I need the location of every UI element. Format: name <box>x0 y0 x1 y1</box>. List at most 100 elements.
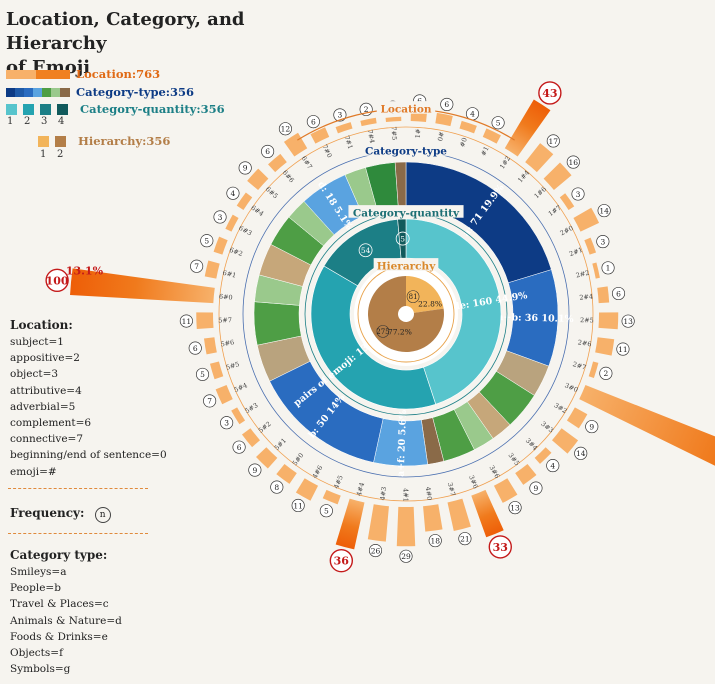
location-value-circle <box>440 97 454 111</box>
location-value-label: 6 <box>616 289 621 298</box>
location-bar <box>592 262 600 279</box>
location-tick-label: 3#7 <box>446 482 457 497</box>
frequency-symbol: n <box>94 507 111 523</box>
hierarchy-percent: 77.2% <box>388 327 412 336</box>
location-value-circle <box>368 543 383 558</box>
quantity-number-3: 3 <box>41 116 48 127</box>
location-value-label: 11 <box>182 317 192 326</box>
hierarchy-number-2: 2 <box>57 149 64 160</box>
location-bar <box>573 207 600 232</box>
location-tick-label: 7#4 <box>366 129 376 144</box>
location-bar <box>525 143 554 173</box>
location-value-label: 12 <box>281 125 291 134</box>
location-tick-label: 6#4 <box>249 204 265 218</box>
location-key-item: appositive=2 <box>10 352 80 365</box>
location-tick-label: 2#6 <box>577 338 592 348</box>
location-bar <box>385 116 402 123</box>
hierarchy-value: 275 <box>376 328 389 336</box>
location-bar <box>551 428 579 454</box>
location-tick-label: 0# <box>436 131 446 142</box>
location-value-label: 7 <box>207 397 212 406</box>
location-callout-value: 36 <box>334 555 350 568</box>
location-tick-label: 7#1 <box>343 135 355 151</box>
legend-category-quantity: Category-quantity:356 <box>6 102 225 116</box>
location-value-circle <box>203 394 217 408</box>
location-value-circle <box>566 155 580 169</box>
hierarchy-ring-title-bg <box>373 258 439 271</box>
category-type-label-text: a+b: 36 10.1% <box>497 312 574 325</box>
hierarchy-segment <box>406 276 444 313</box>
category-quantity-value-circle <box>358 243 373 258</box>
legend-location: Location:763 <box>6 67 160 81</box>
location-value-circle <box>195 367 210 381</box>
location-tick-label: 5#2 <box>257 420 273 435</box>
location-value-circle <box>596 235 610 249</box>
location-tick-label: 3#0 <box>563 381 579 394</box>
location-value-label: 21 <box>460 534 470 543</box>
location-value-label: 14 <box>599 206 609 215</box>
location-tick-label: 1# <box>414 128 423 138</box>
location-value-label: 1 <box>606 264 611 273</box>
location-bar <box>598 312 619 330</box>
location-value-label: 9 <box>252 466 257 475</box>
category-type-ring-title-bg <box>361 143 451 156</box>
legend-hierarchy-label: Hierarchy:356 <box>78 134 171 148</box>
location-value-label: 6 <box>265 147 270 156</box>
location-value-circle <box>213 210 227 224</box>
location-value-circle <box>428 534 442 548</box>
location-tick-label: #1 <box>479 145 490 157</box>
location-bar <box>559 193 575 210</box>
quantity-number-2: 2 <box>24 116 31 127</box>
location-tick-label: 6#2 <box>228 246 244 258</box>
location-value-circle <box>179 314 193 328</box>
location-value-label: 7 <box>194 262 199 271</box>
category-key-item: Animals & Nature=d <box>10 614 122 627</box>
legend-location-label: Location:763 <box>76 67 161 81</box>
location-value-label: 3 <box>576 190 581 199</box>
location-bar <box>335 498 365 550</box>
location-value-circle <box>238 161 252 175</box>
location-value-circle <box>546 459 560 473</box>
location-tick-label: 2#0 <box>559 224 575 237</box>
location-tick-label: 1#6 <box>533 185 549 200</box>
location-value-label: 17 <box>549 137 559 146</box>
location-value-circle <box>458 532 472 546</box>
location-key-item: attributive=4 <box>10 384 82 397</box>
location-tick-label: 3#2 <box>553 401 569 415</box>
quantity-number-4: 4 <box>58 116 65 127</box>
location-bar <box>196 312 214 330</box>
location-tick-label: 3#4 <box>524 437 539 452</box>
location-bar <box>579 385 715 466</box>
location-value-circle <box>611 286 626 301</box>
location-value-label: 18 <box>430 536 440 545</box>
location-bar <box>203 337 217 355</box>
location-value-label: 5 <box>324 507 329 516</box>
location-value-label: 9 <box>589 422 594 431</box>
location-ring-title-bg <box>376 101 436 114</box>
location-tick-label: 6#0 <box>219 292 233 301</box>
location-value-circle <box>248 463 262 477</box>
location-tick-label: 6#7 <box>300 155 314 171</box>
location-value-label: 13 <box>623 317 633 326</box>
location-value-label: 16 <box>569 158 579 167</box>
category-type-ring-title: Category-type <box>365 146 447 158</box>
location-bar <box>310 127 330 144</box>
category-type-label: a+f: 20 5.6% <box>396 410 409 477</box>
location-tick-label: 3#5 <box>507 451 522 467</box>
location-value-circle <box>270 480 284 494</box>
location-value-circle <box>319 504 333 518</box>
location-value-circle <box>226 186 240 200</box>
location-tick-label: 2#5 <box>580 316 594 324</box>
location-bar <box>396 506 416 547</box>
location-tick-label: 2#7 <box>572 360 587 372</box>
location-callout-circle <box>488 535 512 559</box>
legend-location-swatch <box>6 69 70 79</box>
location-tick-label: 4#1 <box>402 488 410 502</box>
location-tick-label: 5#0 <box>291 451 306 467</box>
location-value-label: 4 <box>550 461 555 470</box>
location-tick-label: 6#6 <box>281 169 296 185</box>
location-bar <box>482 128 501 144</box>
hierarchy-value: 81 <box>409 293 418 301</box>
location-value-circle <box>616 342 630 356</box>
